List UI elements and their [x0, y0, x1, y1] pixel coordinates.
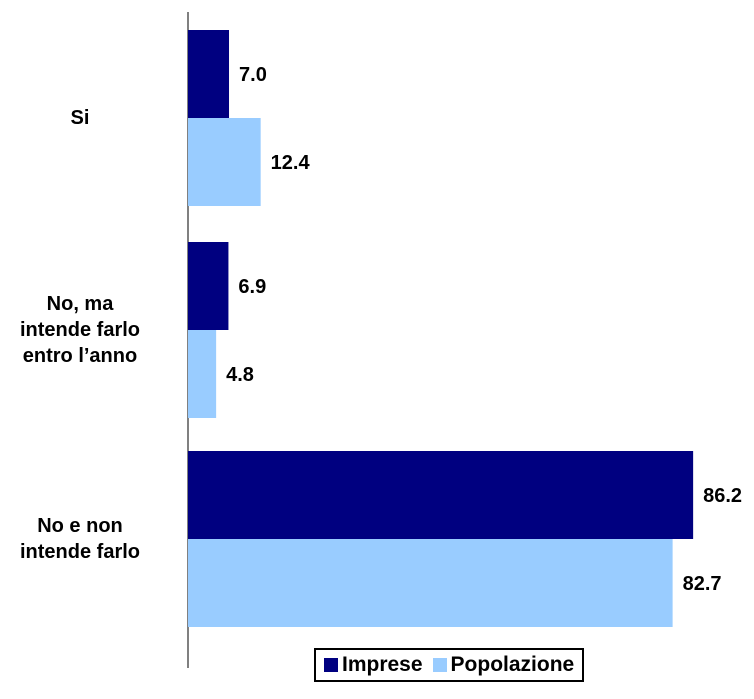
legend-item-popolazione: Popolazione [432, 653, 575, 677]
category-label-line: intende farlo [19, 319, 140, 341]
legend: Imprese Popolazione [314, 648, 585, 682]
bar-popolazione-2 [188, 539, 673, 627]
bar-popolazione-1 [188, 330, 217, 418]
data-label-popolazione-2: 82.7 [683, 573, 722, 595]
data-label-imprese-1: 6.9 [238, 276, 266, 298]
legend-label-popolazione: Popolazione [450, 653, 575, 676]
bar-imprese-1 [188, 242, 229, 330]
category-label-line: Si [70, 107, 90, 129]
category-label-1: No, ma intende farlo entro l’anno [0, 291, 170, 369]
category-label-line: No e non [37, 515, 123, 537]
data-label-popolazione-1: 4.8 [226, 364, 254, 386]
category-label-line: entro l’anno [22, 345, 138, 367]
bar-popolazione-0 [188, 118, 261, 206]
bar-imprese-0 [188, 30, 230, 118]
data-label-imprese-0: 7.0 [239, 64, 267, 86]
category-label-0: Si [0, 105, 170, 131]
bar-imprese-2 [188, 451, 694, 539]
category-label-line: No, ma [46, 293, 114, 315]
legend-swatch-popolazione [432, 658, 447, 672]
category-label-line: intende farlo [19, 541, 140, 563]
data-label-imprese-2: 86.2 [703, 485, 742, 507]
legend-item-imprese: Imprese [324, 653, 423, 677]
data-label-popolazione-0: 12.4 [271, 152, 311, 174]
legend-swatch-imprese [324, 658, 338, 672]
category-label-2: No e non intende farlo [0, 513, 170, 565]
legend-label-imprese: Imprese [342, 653, 423, 676]
